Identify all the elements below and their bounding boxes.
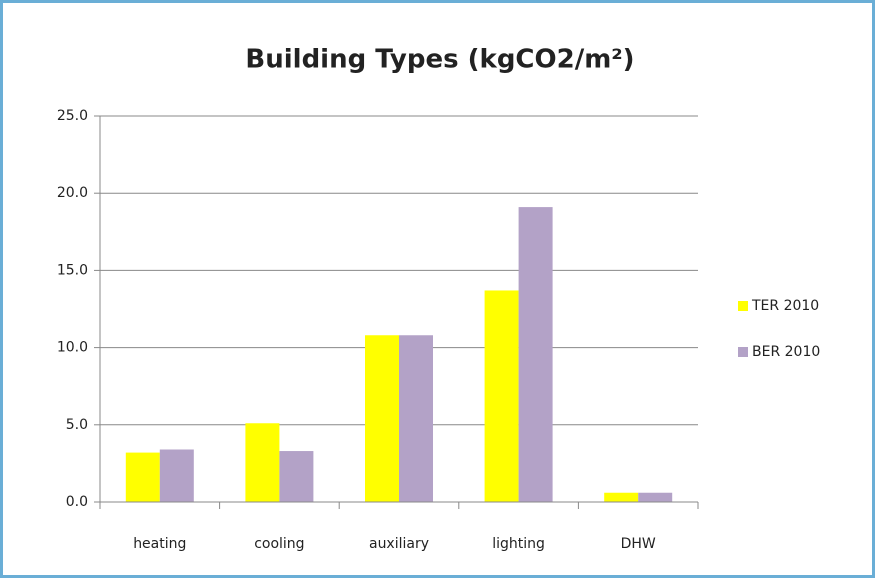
y-tick-label: 20.0 bbox=[57, 185, 88, 201]
x-tick-label: cooling bbox=[254, 536, 304, 552]
bar bbox=[365, 335, 399, 502]
bar bbox=[518, 207, 553, 502]
bar bbox=[279, 451, 314, 502]
y-tick-label: 15.0 bbox=[57, 262, 88, 278]
x-tick-label: DHW bbox=[621, 536, 656, 552]
bar bbox=[399, 335, 433, 502]
y-tick-label: 0.0 bbox=[66, 494, 88, 510]
x-tick-label: heating bbox=[133, 536, 186, 552]
bar bbox=[245, 423, 280, 502]
legend-swatch bbox=[738, 301, 748, 311]
x-tick-label: auxiliary bbox=[369, 536, 429, 552]
bar bbox=[159, 449, 194, 502]
legend-label: TER 2010 bbox=[751, 298, 819, 314]
y-tick-label: 5.0 bbox=[66, 417, 88, 433]
legend-label: BER 2010 bbox=[752, 344, 820, 360]
bar bbox=[125, 452, 160, 502]
bar bbox=[638, 492, 673, 502]
bar bbox=[484, 290, 519, 502]
chart-title: Building Types (kgCO2/m²) bbox=[245, 45, 634, 75]
legend-swatch bbox=[738, 347, 748, 357]
y-tick-label: 10.0 bbox=[57, 340, 88, 356]
x-tick-label: lighting bbox=[492, 536, 545, 552]
bar bbox=[604, 492, 639, 502]
y-tick-label: 25.0 bbox=[57, 108, 88, 124]
